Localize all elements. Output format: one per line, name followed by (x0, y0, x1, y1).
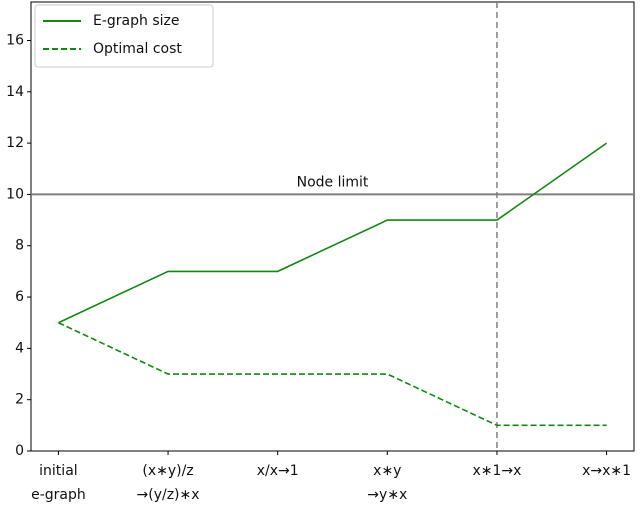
x-tick-label: (x∗y)/z →(y/z)∗x (137, 463, 200, 503)
node-limit-label: Node limit (297, 174, 369, 190)
x-tick-label: initial e-graph (31, 463, 86, 503)
y-tick-label: 4 (15, 340, 24, 356)
series-line (58, 142, 608, 324)
series-line (58, 321, 607, 427)
y-tick-label: 6 (15, 289, 24, 305)
y-tick-label: 16 (6, 32, 24, 48)
y-tick-label: 2 (15, 392, 24, 408)
y-tick-label: 10 (6, 186, 24, 202)
y-tick-label: 8 (15, 238, 24, 254)
y-tick-label: 0 (15, 443, 24, 459)
x-tick-label: x∗1→x (472, 463, 521, 479)
legend-label: Optimal cost (93, 41, 182, 57)
x-tick-label: x∗y →y∗x (367, 463, 407, 503)
plot-frame (30, 1, 635, 452)
y-tick-label: 12 (6, 135, 24, 151)
y-tick-label: 14 (6, 84, 24, 100)
x-tick-label: x→x∗1 (582, 463, 631, 479)
legend-label: E-graph size (93, 13, 179, 29)
x-tick-label: x/x→1 (257, 463, 299, 479)
